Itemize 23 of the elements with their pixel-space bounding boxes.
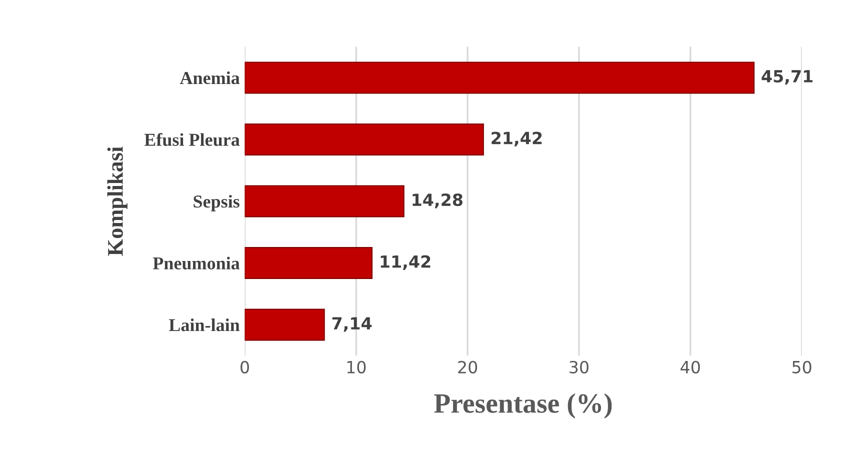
y-tick-label: Efusi Pleura bbox=[144, 133, 240, 146]
bar bbox=[244, 308, 325, 341]
x-tick-label: 0 bbox=[240, 360, 249, 374]
x-tick-label: 20 bbox=[458, 360, 478, 374]
data-label: 11,42 bbox=[380, 255, 430, 270]
y-axis-title: Komplikasi bbox=[107, 146, 128, 256]
bar bbox=[244, 123, 484, 156]
y-tick-label: Sepsis bbox=[194, 194, 240, 212]
data-label: 45,71 bbox=[762, 70, 813, 85]
data-label: 21,42 bbox=[492, 132, 542, 146]
bar bbox=[244, 247, 373, 280]
x-axis-title: Presentase (%) bbox=[434, 393, 612, 419]
bar bbox=[244, 185, 404, 218]
data-label: 7,14 bbox=[332, 317, 372, 332]
y-tick-label: Lain-lain bbox=[168, 318, 240, 332]
x-tick-label: 10 bbox=[347, 360, 366, 374]
x-tick-label: 40 bbox=[680, 360, 700, 374]
bar bbox=[244, 62, 755, 94]
y-tick-label: Anemia bbox=[180, 71, 240, 84]
x-tick-label: 30 bbox=[570, 360, 588, 374]
x-tick-label: 50 bbox=[792, 360, 812, 374]
y-tick-label: Pneumonia bbox=[152, 256, 240, 270]
data-label: 14,28 bbox=[412, 193, 462, 208]
